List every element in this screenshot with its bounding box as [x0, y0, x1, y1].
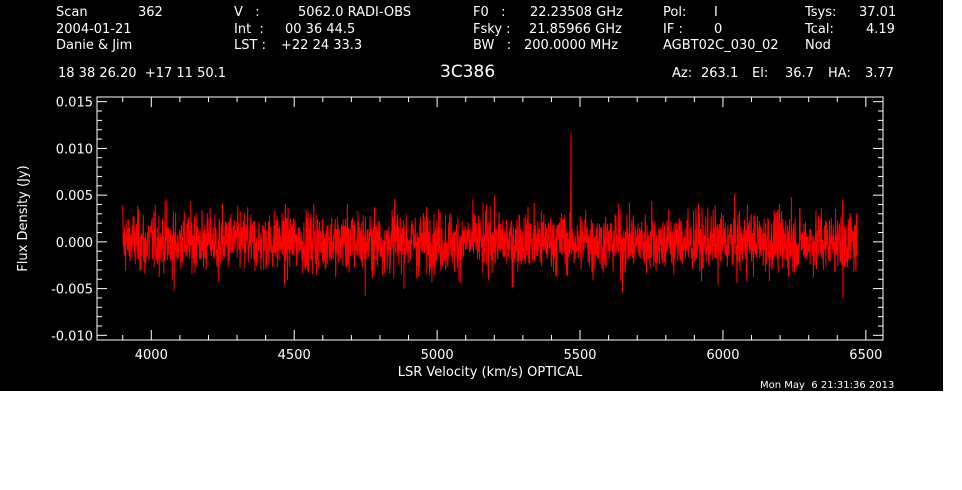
tcal-value: 4.19: [866, 22, 895, 37]
if-value: 0: [714, 22, 723, 37]
x-axis-label: LSR Velocity (km/s) OPTICAL: [398, 365, 583, 380]
el-label: El:: [752, 66, 769, 81]
int-label: Int :: [234, 22, 264, 37]
timestamp-text: Mon May 6 21:31:36 2013: [760, 380, 895, 391]
scan-value: 362: [138, 5, 163, 20]
date-text: 2004-01-21: [56, 22, 132, 37]
fsky-value: 21.85966 GHz: [529, 22, 622, 37]
az-value: 263.1: [701, 66, 739, 81]
f0-value: 22.23508 GHz: [530, 5, 623, 20]
spectrum-series-line: [122, 132, 858, 298]
scan-label: Scan: [56, 5, 88, 20]
y-tick-label: -0.005: [51, 283, 93, 298]
bw-label: BW :: [473, 38, 512, 53]
pol-value: I: [714, 5, 718, 20]
tsys-value: 37.01: [859, 5, 897, 20]
int-value: 00 36 44.5: [285, 22, 356, 37]
az-label: Az:: [672, 66, 693, 81]
ha-value: 3.77: [865, 66, 894, 81]
spectrum-chart: 4000 4500 5000 5500 6000 6500 -0.010 -0.005 0.00…: [16, 96, 884, 380]
coords-text: 18 38 26.20 +17 11 50.1: [58, 66, 227, 81]
axes-frame: [96, 96, 884, 341]
y-tick-label: 0.005: [56, 189, 93, 204]
y-tick-label: -0.010: [51, 329, 93, 344]
project-text: AGBT02C_030_02: [663, 38, 779, 53]
x-tick-label: 5500: [563, 348, 596, 363]
x-tick-label: 4000: [135, 348, 168, 363]
tcal-label: Tcal:: [805, 22, 834, 37]
f0-label: F0 :: [473, 5, 506, 20]
x-tick-label: 6000: [706, 348, 739, 363]
x-tick-label: 4500: [278, 348, 311, 363]
el-value: 36.7: [785, 66, 814, 81]
mode-text: Nod: [805, 38, 831, 53]
x-tick-label: 5000: [421, 348, 454, 363]
v-label: V :: [234, 5, 260, 20]
v-value: 5062.0 RADI-OBS: [298, 5, 412, 20]
y-tick-label: 0.010: [56, 142, 93, 157]
x-tick-label: 6500: [849, 348, 882, 363]
ha-label: HA:: [828, 66, 851, 81]
y-tick-label: 0.000: [56, 236, 93, 251]
source-title: 3C386: [440, 62, 496, 82]
y-axis-label: Flux Density (Jy): [16, 165, 31, 271]
lst-label: LST :: [234, 38, 266, 53]
plot-panel: Scan 362 V : 5062.0 RADI-OBS F0 : 22.235…: [0, 0, 943, 391]
if-label: IF :: [663, 22, 683, 37]
bw-value: 200.0000 MHz: [524, 38, 618, 53]
lst-value: +22 24 33.3: [281, 38, 363, 53]
y-tick-label: 0.015: [56, 96, 93, 111]
fsky-label: Fsky :: [473, 22, 511, 37]
tsys-label: Tsys:: [805, 5, 837, 20]
pol-label: Pol:: [663, 5, 687, 20]
observers-text: Danie & Jim: [56, 38, 133, 53]
